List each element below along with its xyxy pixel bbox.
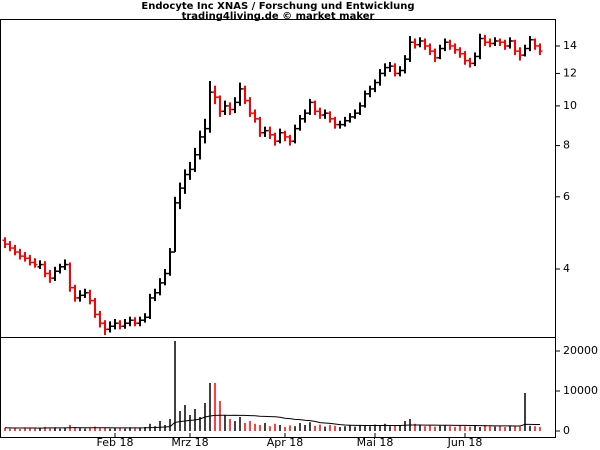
- y-tick-label: 14: [563, 39, 577, 52]
- chart-subtitle: trading4living.de © market maker: [182, 11, 375, 22]
- x-tick-label: Apr 18: [267, 436, 304, 449]
- y-tick-label: 20000: [563, 344, 598, 357]
- x-tick-label: Feb 18: [97, 436, 134, 449]
- y-tick-label: 0: [563, 424, 570, 437]
- x-tick-label: Jun 18: [447, 436, 483, 449]
- frame: [0, 19, 556, 438]
- y-tick-label: 4: [563, 262, 570, 275]
- y-tick-label: 10: [563, 99, 577, 112]
- y-tick-label: 8: [563, 139, 570, 152]
- y-tick-label: 10000: [563, 384, 598, 397]
- y-tick-label: 6: [563, 190, 570, 203]
- x-tick-label: Mrz 18: [171, 436, 208, 449]
- volume-average: [4, 414, 541, 429]
- y-tick-label: 12: [563, 66, 577, 79]
- x-tick-label: Mai 18: [357, 436, 394, 449]
- chart-title: Endocyte Inc XNAS / Forschung und Entwic…: [141, 1, 414, 12]
